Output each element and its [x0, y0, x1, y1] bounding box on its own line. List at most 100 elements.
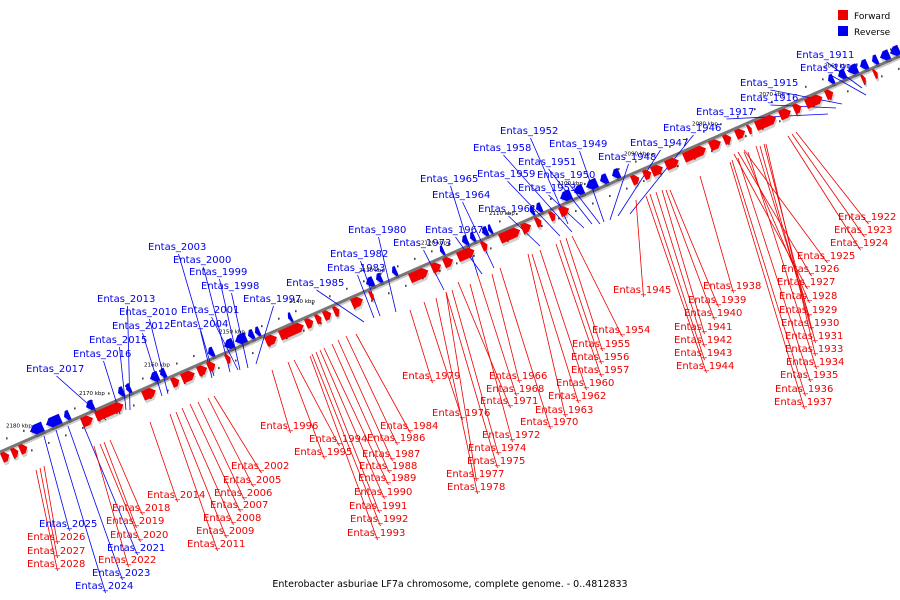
tick-label: 2150 kbp [219, 330, 245, 336]
reverse-gene-arrow [224, 337, 237, 352]
reverse-gene-arrow [529, 205, 537, 219]
forward-gene-arrow [479, 241, 489, 255]
reverse-gene-arrow [160, 367, 169, 381]
leader-line [445, 291, 498, 469]
forward-gene-label: Entas_1988 [359, 461, 417, 472]
leader-line [555, 243, 602, 378]
reverse-gene-arrow [126, 382, 134, 396]
reverse-gene-arrow [248, 328, 257, 342]
scale-dash [65, 434, 67, 437]
reverse-gene-label: Entas_1973 [393, 238, 451, 249]
forward-gene-label: Entas_2005 [223, 475, 281, 486]
reverse-gene-label: Entas_1953 [518, 183, 576, 194]
forward-gene-label: Entas_1962 [548, 391, 606, 402]
forward-gene-label: Entas_2027 [27, 546, 85, 557]
leader-line [409, 309, 433, 384]
tick-label: 2110 kbp [489, 211, 515, 217]
forward-gene-label: Entas_1955 [572, 339, 630, 350]
scale-dash [397, 265, 399, 268]
leader-line [231, 292, 249, 369]
leader-line [457, 281, 511, 409]
leader-line [491, 273, 520, 384]
scale-dash [541, 224, 543, 227]
forward-gene-arrow [641, 169, 653, 183]
forward-gene-arrow [707, 139, 723, 154]
forward-gene-label: Entas_1935 [780, 370, 838, 381]
forward-gene-label: Entas_1927 [777, 277, 835, 288]
leader-line [527, 253, 566, 418]
leader-line [423, 301, 463, 421]
reverse-gene-label: Entas_1965 [420, 174, 478, 185]
reverse-gene-label: Entas_2003 [148, 242, 206, 253]
forward-gene-label: Entas_1989 [358, 473, 416, 484]
scale-dash [388, 292, 390, 295]
tick-label: 2140 kbp [289, 299, 315, 305]
forward-gene-label: Entas_1986 [367, 433, 425, 444]
leader-line [142, 332, 163, 397]
forward-gene-arrow [557, 206, 571, 220]
reverse-gene-label: Entas_1983 [327, 263, 385, 274]
forward-gene-arrow [649, 164, 665, 180]
leader-line [737, 157, 811, 383]
forward-gene-arrow [277, 322, 306, 344]
tick-label: 2100 kbp [557, 181, 583, 187]
scale-dash [235, 359, 237, 362]
forward-gene-arrow [407, 267, 430, 286]
forward-gene-arrow [0, 451, 11, 466]
forward-gene-arrow [497, 227, 522, 247]
leader-line [211, 316, 239, 371]
leader-line [747, 151, 817, 370]
leader-line [499, 267, 551, 430]
forward-gene-arrow [303, 318, 315, 332]
scale-dash [771, 100, 773, 103]
leader-line [450, 185, 479, 277]
leader-line [635, 199, 644, 298]
forward-gene-label: Entas_1992 [350, 514, 408, 525]
scale-dash [218, 367, 220, 370]
tick-label: 2060 kbp [824, 63, 850, 69]
forward-gene-label: Entas_2011 [187, 539, 245, 550]
scale-dash [754, 108, 756, 111]
scale-dash [703, 130, 705, 133]
reverse-gene-label: Entas_1959 [477, 169, 535, 180]
reverse-gene-label: Entas_1911 [796, 50, 854, 61]
forward-gene-arrow [721, 134, 733, 148]
scale-dash [125, 385, 127, 387]
leader-line [93, 445, 129, 568]
reverse-gene-label: Entas_1967 [425, 225, 483, 236]
legend: Forward Reverse [838, 10, 891, 38]
leader-line [565, 237, 603, 352]
reverse-gene-label: Entas_2010 [119, 307, 177, 318]
leader-line [503, 154, 573, 233]
forward-gene-label: Entas_1922 [838, 212, 896, 223]
leader-line [169, 413, 218, 552]
scale-dash [473, 254, 475, 257]
scale-dash [788, 93, 790, 96]
scale-dash [405, 284, 407, 287]
reverse-gene-label: Entas_1915 [740, 78, 798, 89]
reverse-gene-arrow [860, 58, 871, 73]
leader-line [271, 369, 291, 434]
scale-dash [31, 449, 33, 452]
leader-line [729, 161, 805, 410]
forward-gene-arrow [629, 174, 641, 189]
reverse-gene-label: Entas_1999 [189, 267, 247, 278]
forward-gene-label: Entas_2019 [106, 516, 164, 527]
reverse-gene-arrow [828, 73, 837, 87]
forward-gene-arrow [681, 145, 708, 166]
forward-gene-arrow [17, 444, 29, 458]
scale-dash [737, 115, 739, 118]
forward-gene-label: Entas_1939 [688, 295, 746, 306]
reverse-gene-label: Entas_2016 [73, 349, 131, 360]
forward-gene-label: Entas_1924 [830, 238, 888, 249]
leader-line [759, 145, 812, 331]
forward-gene-arrow [791, 103, 803, 117]
forward-gene-label: Entas_1966 [489, 371, 547, 382]
reverse-gene-arrow [612, 167, 623, 182]
scale-dash [720, 123, 722, 126]
scale-dash [167, 389, 169, 392]
leader-line [451, 289, 499, 456]
reverse-gene-label: Entas_2000 [173, 255, 231, 266]
scale-dash [822, 78, 824, 81]
